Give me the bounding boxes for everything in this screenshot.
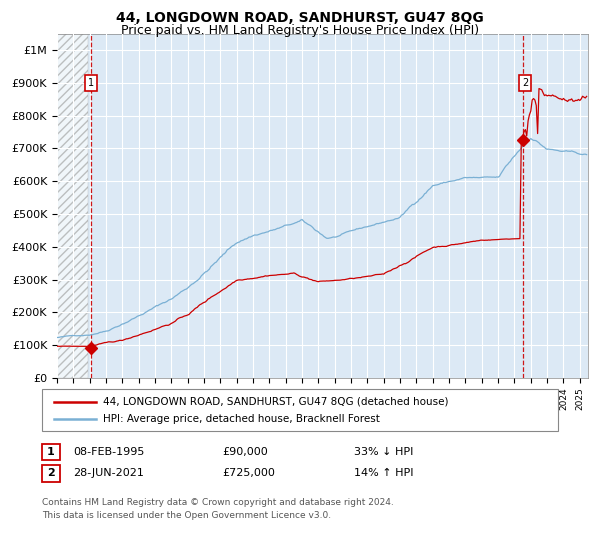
Text: Contains HM Land Registry data © Crown copyright and database right 2024.
This d: Contains HM Land Registry data © Crown c… [42, 498, 394, 520]
Text: 33% ↓ HPI: 33% ↓ HPI [354, 447, 413, 457]
Text: 08-FEB-1995: 08-FEB-1995 [73, 447, 145, 457]
Text: 2: 2 [47, 468, 55, 478]
Text: 14% ↑ HPI: 14% ↑ HPI [354, 468, 413, 478]
Text: 28-JUN-2021: 28-JUN-2021 [73, 468, 144, 478]
Text: HPI: Average price, detached house, Bracknell Forest: HPI: Average price, detached house, Brac… [103, 414, 380, 424]
Text: 44, LONGDOWN ROAD, SANDHURST, GU47 8QG (detached house): 44, LONGDOWN ROAD, SANDHURST, GU47 8QG (… [103, 397, 449, 407]
Text: £90,000: £90,000 [222, 447, 268, 457]
Text: Price paid vs. HM Land Registry's House Price Index (HPI): Price paid vs. HM Land Registry's House … [121, 24, 479, 36]
Text: £725,000: £725,000 [222, 468, 275, 478]
Bar [57, 34, 88, 378]
Text: 44, LONGDOWN ROAD, SANDHURST, GU47 8QG: 44, LONGDOWN ROAD, SANDHURST, GU47 8QG [116, 11, 484, 25]
Text: 1: 1 [88, 78, 94, 88]
Text: 2: 2 [522, 78, 528, 88]
Text: 1: 1 [47, 447, 55, 457]
